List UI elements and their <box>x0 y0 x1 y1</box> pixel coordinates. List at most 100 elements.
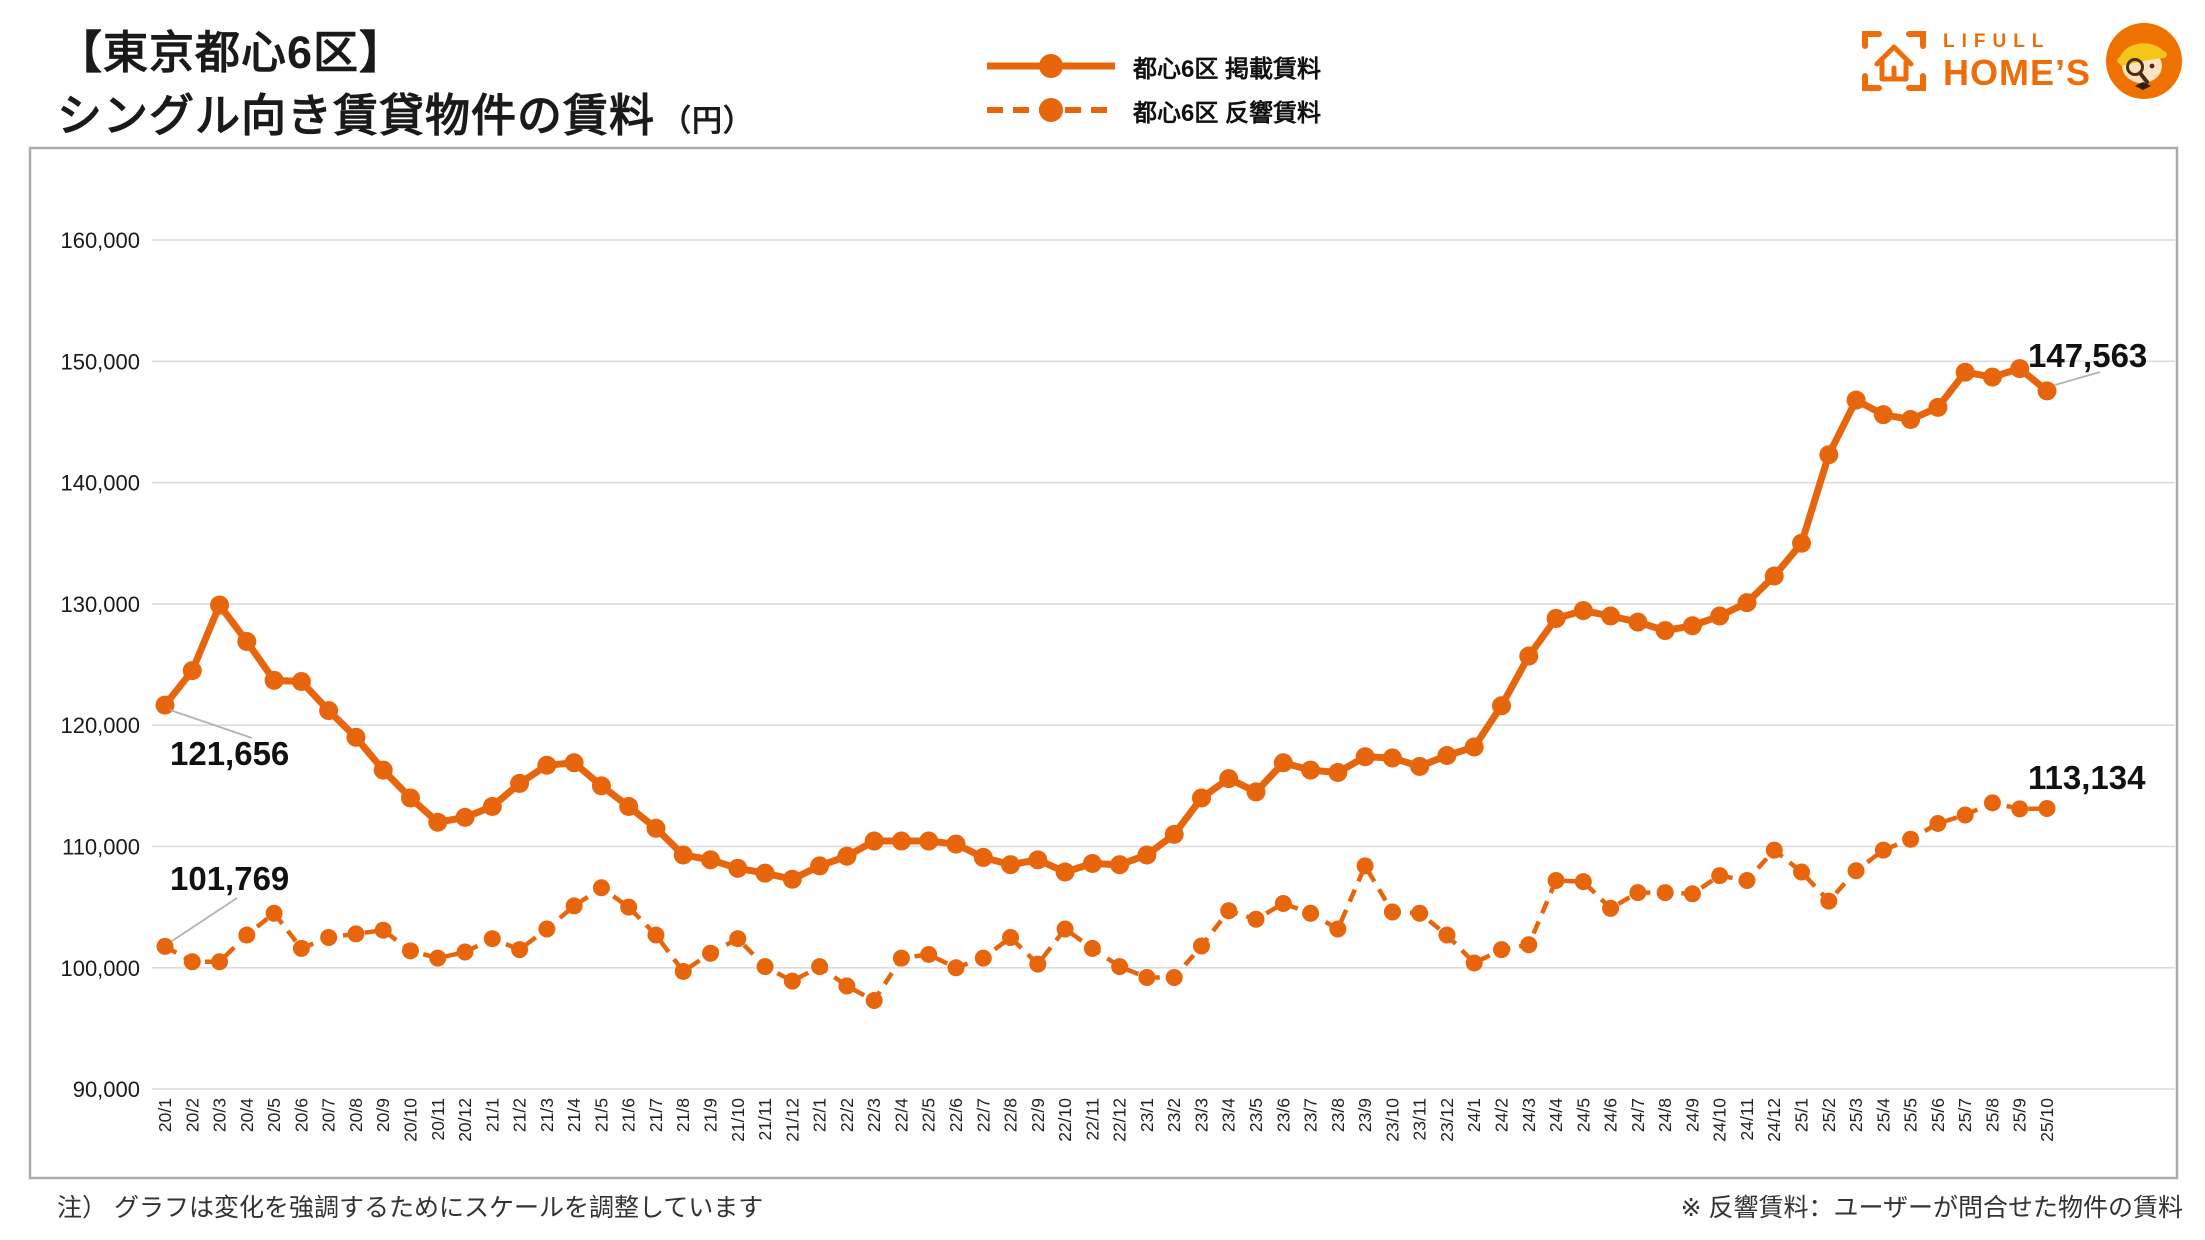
x-axis-tick-label: 22/3 <box>864 1098 884 1132</box>
x-axis-tick-label: 22/12 <box>1110 1098 1130 1142</box>
data-point <box>620 898 638 916</box>
annotation-leader-line <box>2054 371 2101 386</box>
x-axis-tick-label: 24/9 <box>1682 1098 1702 1132</box>
data-point <box>1438 926 1456 944</box>
data-point <box>1220 902 1238 920</box>
data-point <box>783 972 801 990</box>
x-axis-tick-label: 20/1 <box>155 1098 175 1132</box>
title-line1: 【東京都心6区】 <box>57 27 406 78</box>
x-axis-tick-label: 24/3 <box>1519 1098 1539 1132</box>
x-axis-tick-label: 20/7 <box>319 1098 339 1132</box>
data-point <box>919 831 939 851</box>
data-point <box>1382 748 1402 768</box>
data-point <box>702 944 720 962</box>
title-line2: シングル向き賃貸物件の賃料 （円） <box>57 89 754 144</box>
x-axis-tick-label: 22/9 <box>1028 1098 1048 1132</box>
x-axis-tick-label: 21/7 <box>646 1098 666 1132</box>
data-point <box>1601 606 1621 626</box>
data-point <box>265 904 283 922</box>
x-axis-tick-label: 23/7 <box>1301 1098 1321 1132</box>
x-axis-tick-label: 20/2 <box>182 1098 202 1132</box>
y-axis-tick-label: 100,000 <box>60 956 140 981</box>
data-point <box>1083 939 1101 957</box>
x-axis-tick-label: 24/7 <box>1628 1098 1648 1132</box>
logo-wordmark: LIFULL HOME’S <box>1943 32 2091 91</box>
data-point <box>1491 696 1511 716</box>
data-point <box>155 695 175 715</box>
data-point <box>1029 955 1047 973</box>
x-axis-tick-label: 21/12 <box>782 1098 802 1142</box>
x-axis-tick-label: 25/4 <box>1873 1098 1893 1132</box>
data-point <box>373 760 393 780</box>
data-point <box>482 796 502 816</box>
data-point <box>1819 445 1839 465</box>
x-axis-tick-label: 20/3 <box>210 1098 230 1132</box>
data-point <box>1138 969 1156 987</box>
title-unit: （円） <box>661 104 755 138</box>
data-point <box>1956 806 1974 824</box>
series-line-solid <box>162 365 2050 883</box>
x-axis-tick-label: 21/1 <box>482 1098 502 1132</box>
note-response-rent-definition: ※ 反響賃料：ユーザーが問合せた物件の賃料 <box>1680 1194 2183 1222</box>
annotation-leader-line <box>171 897 238 942</box>
data-point <box>619 796 639 816</box>
data-point <box>401 942 419 960</box>
data-point <box>1410 756 1430 776</box>
x-axis-tick-label: 20/5 <box>264 1098 284 1132</box>
y-axis-tick-label: 140,000 <box>60 471 140 496</box>
data-point <box>1547 871 1565 889</box>
data-point <box>346 727 366 747</box>
x-axis-tick-label: 25/7 <box>1955 1098 1975 1132</box>
homes-kun-mascot-icon <box>2106 23 2182 99</box>
x-axis-tick-label: 21/10 <box>728 1098 748 1142</box>
data-point <box>1329 920 1347 938</box>
legend-item-response: 都心6区 反響賃料 <box>985 88 1321 132</box>
data-point <box>647 926 665 944</box>
y-axis-tick-label: 160,000 <box>60 228 140 253</box>
data-point <box>1602 899 1620 917</box>
data-point <box>673 845 693 865</box>
data-point <box>1573 601 1593 621</box>
x-axis-tick-label: 22/8 <box>1001 1098 1021 1132</box>
data-point <box>1273 753 1293 773</box>
data-point <box>1656 884 1674 902</box>
x-axis-tick-label: 20/6 <box>291 1098 311 1132</box>
data-point <box>238 926 256 944</box>
y-axis-tick-label: 150,000 <box>60 349 140 374</box>
data-point <box>1982 367 2002 387</box>
data-point <box>782 869 802 889</box>
legend-label-response: 都心6区 反響賃料 <box>1133 99 1322 127</box>
x-axis-tick-label: 20/12 <box>455 1098 475 1142</box>
data-point <box>728 858 748 878</box>
data-point <box>1164 824 1184 844</box>
data-point <box>1002 928 1020 946</box>
data-point <box>1301 760 1321 780</box>
x-axis-tick-label: 25/8 <box>1982 1098 2002 1132</box>
data-point <box>1492 941 1510 959</box>
data-point <box>1082 853 1102 873</box>
data-point <box>2037 381 2057 401</box>
x-axis-tick-label: 23/10 <box>1382 1098 1402 1142</box>
data-point <box>864 831 884 851</box>
data-point <box>1792 533 1812 553</box>
lifull-homes-logo: LIFULL HOME’S <box>1857 22 2183 100</box>
data-point <box>1328 763 1348 783</box>
data-point <box>264 670 284 690</box>
x-axis-tick-label: 22/5 <box>919 1098 939 1132</box>
data-point <box>1355 747 1375 767</box>
data-point <box>1983 794 2001 812</box>
page-title: 【東京都心6区】 シングル向き賃貸物件の賃料 （円） <box>57 26 754 144</box>
x-axis-tick-label: 22/10 <box>1055 1098 1075 1142</box>
legend-solid-line-swatch <box>987 54 1115 78</box>
data-point <box>156 937 174 955</box>
data-point <box>1902 830 1920 848</box>
data-point <box>455 807 475 827</box>
data-point <box>428 812 448 832</box>
data-point <box>1001 855 1021 875</box>
x-axis-tick-label: 21/3 <box>537 1098 557 1132</box>
data-point <box>591 776 611 796</box>
data-point <box>838 977 856 995</box>
data-point <box>1847 862 1865 880</box>
